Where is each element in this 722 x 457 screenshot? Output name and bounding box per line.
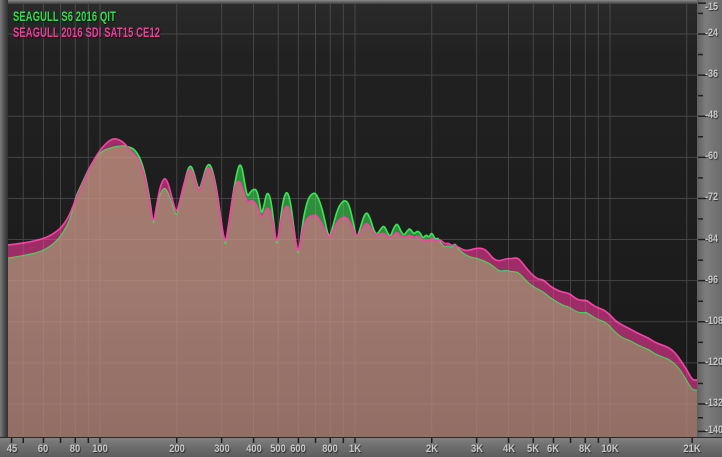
frame-left — [0, 0, 8, 457]
frequency-axis-strip — [0, 437, 722, 457]
legend-series-magenta: SEAGULL 2016 SDI SAT15 CE12 — [13, 24, 161, 40]
legend-series-green: SEAGULL S6 2016 QIT — [13, 8, 116, 24]
frame-top — [0, 0, 722, 4]
level-axis-strip — [697, 0, 722, 457]
tick-marks — [10, 2, 706, 443]
series-green-line — [8, 145, 697, 392]
series-layer — [8, 4, 697, 437]
series-overlap-area — [8, 146, 697, 437]
series-magenta-line — [8, 138, 697, 381]
grid-overlay — [8, 4, 697, 437]
